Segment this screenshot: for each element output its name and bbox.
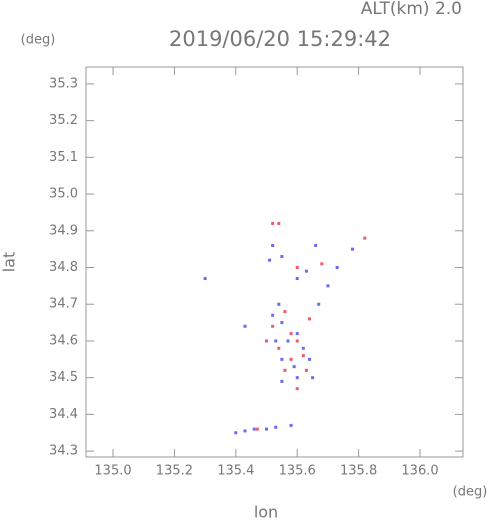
data-point (307, 357, 311, 361)
data-point (295, 266, 299, 270)
data-point (271, 221, 275, 225)
data-point (317, 302, 321, 306)
data-point (292, 365, 296, 369)
data-point (311, 376, 315, 380)
data-point (274, 339, 278, 343)
y-tick-label: 35.2 (49, 113, 78, 128)
data-point (363, 236, 367, 240)
data-point (252, 427, 256, 431)
y-tick-label: 34.3 (49, 444, 78, 459)
data-point (234, 431, 238, 435)
x-unit: (deg) (453, 485, 488, 500)
y-tick-label: 34.6 (49, 333, 78, 348)
x-axis-label: lon (254, 503, 278, 521)
data-point (286, 339, 290, 343)
data-point (289, 423, 293, 427)
data-point (326, 284, 330, 288)
plot-frame (85, 66, 464, 458)
data-point (277, 302, 281, 306)
data-point (280, 321, 284, 325)
x-tick-label: 136.0 (401, 464, 438, 479)
x-tick-label: 135.6 (279, 464, 316, 479)
x-tick-label: 135.8 (340, 464, 377, 479)
data-point (304, 368, 308, 372)
data-point (265, 339, 269, 343)
data-point (268, 258, 272, 262)
data-point (283, 368, 287, 372)
data-point (289, 357, 293, 361)
data-point (277, 221, 281, 225)
data-point (243, 324, 247, 328)
data-point (274, 425, 278, 429)
y-tick-label: 34.9 (49, 223, 78, 238)
data-point (283, 310, 287, 314)
data-point (295, 376, 299, 380)
y-tick-label: 34.4 (49, 407, 78, 422)
data-point (301, 354, 305, 358)
y-tick-label: 34.8 (49, 260, 78, 275)
y-unit: (deg) (21, 33, 56, 48)
data-point (314, 243, 318, 247)
y-tick-label: 35.1 (49, 150, 78, 165)
data-point (307, 317, 311, 321)
data-point (280, 254, 284, 258)
x-tick-label: 135.0 (94, 464, 131, 479)
y-tick-label: 34.5 (49, 370, 78, 385)
data-point (277, 346, 281, 350)
chart-title: 2019/06/20 15:29:42 (169, 27, 391, 51)
data-point (295, 277, 299, 281)
data-point (350, 247, 354, 251)
data-point (289, 332, 293, 336)
data-point (295, 387, 299, 391)
data-point (255, 427, 259, 431)
data-point (301, 346, 305, 350)
y-tick-label: 34.7 (49, 297, 78, 312)
x-tick-label: 135.4 (217, 464, 254, 479)
data-point (271, 243, 275, 247)
data-point (335, 266, 339, 270)
data-point (320, 262, 324, 266)
data-point (271, 324, 275, 328)
data-point (280, 379, 284, 383)
y-tick-label: 35.3 (49, 76, 78, 91)
data-point (304, 269, 308, 273)
y-tick-label: 35.0 (49, 187, 78, 202)
x-tick-label: 135.2 (156, 464, 193, 479)
altitude-label: ALT(km) 2.0 (361, 0, 462, 19)
data-point (295, 332, 299, 336)
data-point (280, 357, 284, 361)
data-point (243, 429, 247, 433)
data-point (265, 427, 269, 431)
data-point (295, 339, 299, 343)
data-point (271, 313, 275, 317)
y-axis-label: lat (0, 252, 19, 273)
data-point (203, 277, 207, 281)
